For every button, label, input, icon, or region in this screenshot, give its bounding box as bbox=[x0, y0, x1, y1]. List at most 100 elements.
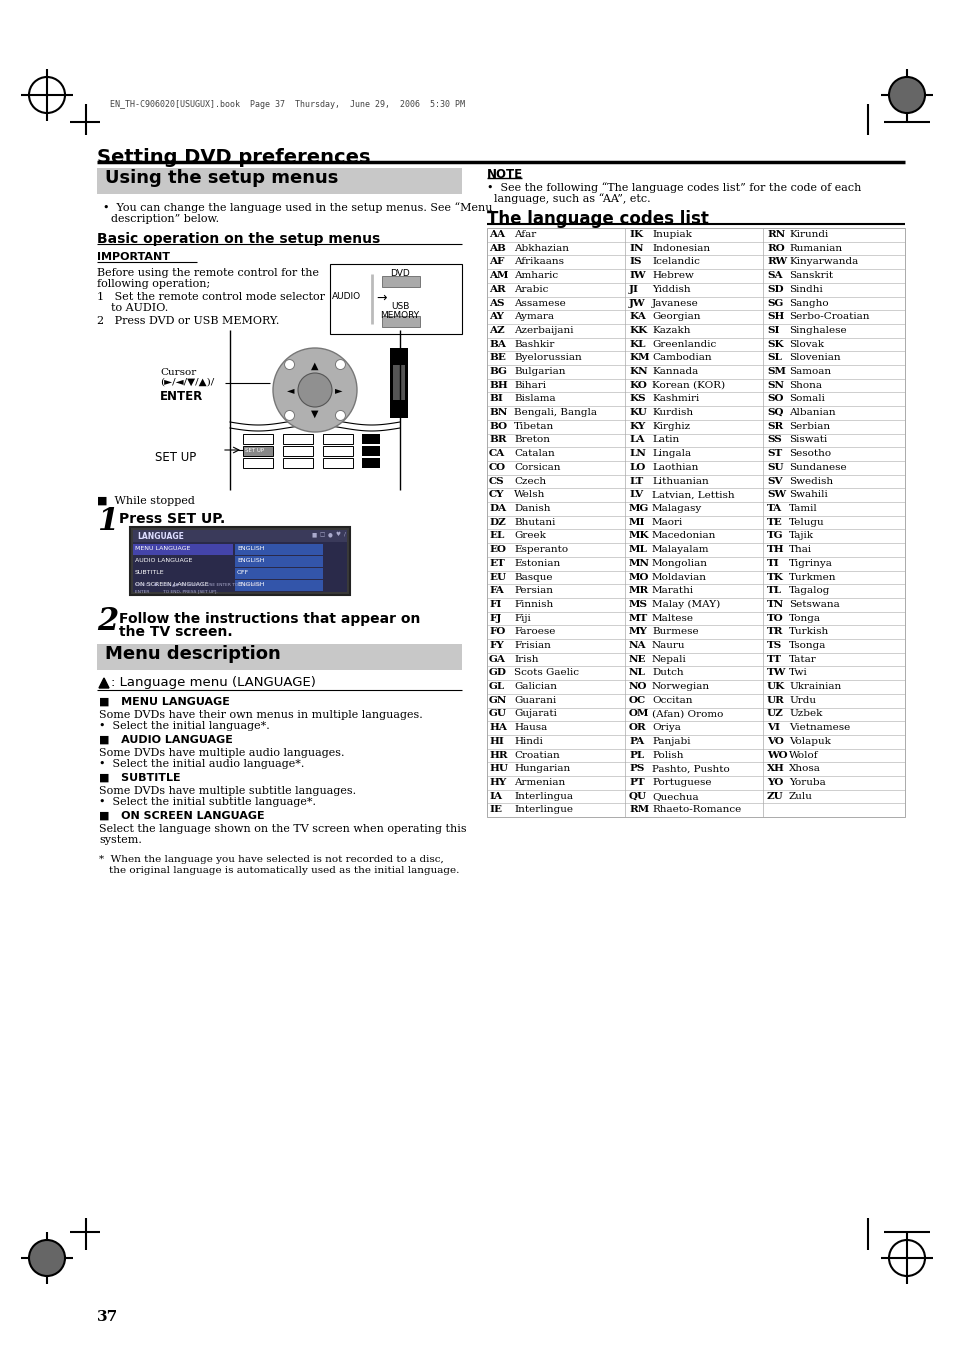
Text: MG: MG bbox=[628, 504, 649, 513]
Text: MR: MR bbox=[628, 586, 649, 596]
Circle shape bbox=[335, 411, 345, 420]
Text: BH: BH bbox=[489, 381, 507, 389]
Text: Tagalog: Tagalog bbox=[788, 586, 829, 596]
Text: ENTER: ENTER bbox=[302, 386, 328, 393]
Text: TL: TL bbox=[766, 586, 781, 596]
Text: Danish: Danish bbox=[514, 504, 550, 513]
Text: HA: HA bbox=[489, 723, 506, 732]
Text: Swahili: Swahili bbox=[788, 490, 827, 500]
Text: FY: FY bbox=[489, 640, 503, 650]
Text: AF: AF bbox=[489, 258, 504, 266]
Bar bbox=[132, 530, 347, 592]
Bar bbox=[97, 168, 461, 195]
Text: Lithuanian: Lithuanian bbox=[651, 477, 708, 485]
Text: Urdu: Urdu bbox=[788, 696, 815, 705]
Bar bbox=[132, 530, 347, 542]
Text: Icelandic: Icelandic bbox=[651, 258, 700, 266]
Text: Sanskrit: Sanskrit bbox=[788, 272, 832, 280]
Text: ►: ► bbox=[335, 385, 342, 394]
Text: PT: PT bbox=[628, 778, 644, 788]
Text: ET: ET bbox=[489, 559, 504, 567]
Text: IN: IN bbox=[628, 243, 643, 253]
Text: Occitan: Occitan bbox=[651, 696, 692, 705]
Text: Indonesian: Indonesian bbox=[651, 243, 709, 253]
Text: GA: GA bbox=[489, 655, 505, 663]
Text: Moldavian: Moldavian bbox=[651, 573, 706, 581]
Bar bbox=[361, 458, 379, 467]
Text: Hausa: Hausa bbox=[514, 723, 547, 732]
Text: Follow the instructions that appear on: Follow the instructions that appear on bbox=[119, 612, 420, 626]
Text: NO: NO bbox=[628, 682, 647, 692]
Text: KU: KU bbox=[628, 408, 646, 417]
Text: SELECT  ●   USE ▲▼ TO SELECT, USE ENTER TO CONFIRM.: SELECT ● USE ▲▼ TO SELECT, USE ENTER TO … bbox=[135, 584, 261, 586]
Text: VI: VI bbox=[766, 723, 780, 732]
Bar bbox=[330, 263, 461, 334]
Text: DVD: DVD bbox=[390, 269, 410, 278]
Text: Hindi: Hindi bbox=[514, 736, 542, 746]
Text: EU: EU bbox=[489, 573, 506, 581]
Bar bbox=[243, 446, 273, 457]
Text: ◄: ◄ bbox=[287, 385, 294, 394]
Text: RN: RN bbox=[766, 230, 784, 239]
Text: Gujarati: Gujarati bbox=[514, 709, 557, 719]
Text: GL: GL bbox=[489, 682, 505, 692]
Text: Some DVDs have multiple audio languages.: Some DVDs have multiple audio languages. bbox=[99, 748, 344, 758]
Text: Bulgarian: Bulgarian bbox=[514, 367, 565, 376]
Text: •  Select the initial subtitle language*.: • Select the initial subtitle language*. bbox=[99, 797, 315, 807]
Text: Setswana: Setswana bbox=[788, 600, 839, 609]
Text: SN: SN bbox=[766, 381, 783, 389]
Text: TH: TH bbox=[766, 544, 783, 554]
Text: Ukrainian: Ukrainian bbox=[788, 682, 841, 692]
Text: ▲: ▲ bbox=[311, 361, 318, 372]
Bar bbox=[97, 644, 461, 670]
Text: ST: ST bbox=[766, 449, 781, 458]
Text: KO: KO bbox=[628, 381, 646, 389]
Text: Mongolian: Mongolian bbox=[651, 559, 707, 567]
Text: TG: TG bbox=[766, 531, 782, 540]
Circle shape bbox=[29, 1240, 65, 1275]
Text: KK: KK bbox=[628, 326, 646, 335]
Text: HU: HU bbox=[489, 765, 507, 773]
Text: Guarani: Guarani bbox=[514, 696, 556, 705]
Text: TI: TI bbox=[766, 559, 779, 567]
Text: system.: system. bbox=[99, 835, 142, 844]
Text: Serbian: Serbian bbox=[788, 422, 829, 431]
Text: Siswati: Siswati bbox=[788, 435, 826, 444]
Text: RW: RW bbox=[766, 258, 786, 266]
Text: Kirundi: Kirundi bbox=[788, 230, 827, 239]
Text: •  See the following “The language codes list” for the code of each: • See the following “The language codes … bbox=[486, 182, 861, 193]
Text: Inupiak: Inupiak bbox=[651, 230, 691, 239]
Text: Volapuk: Volapuk bbox=[788, 736, 830, 746]
Text: USB: USB bbox=[391, 303, 409, 311]
Text: ■   MENU LANGUAGE: ■ MENU LANGUAGE bbox=[99, 697, 230, 707]
Text: SW: SW bbox=[766, 490, 785, 500]
Text: Dutch: Dutch bbox=[651, 669, 683, 677]
Text: 37: 37 bbox=[97, 1310, 118, 1324]
Text: VO: VO bbox=[766, 736, 783, 746]
Text: Samoan: Samoan bbox=[788, 367, 830, 376]
Text: HR: HR bbox=[489, 751, 507, 759]
Text: Azerbaijani: Azerbaijani bbox=[514, 326, 573, 335]
Text: Esperanto: Esperanto bbox=[514, 544, 568, 554]
Text: CO: CO bbox=[489, 463, 506, 471]
Text: Tsonga: Tsonga bbox=[788, 640, 825, 650]
Text: Lingala: Lingala bbox=[651, 449, 690, 458]
Text: JI: JI bbox=[628, 285, 639, 293]
Text: SU: SU bbox=[766, 463, 782, 471]
Text: ML: ML bbox=[628, 544, 647, 554]
Text: ▼: ▼ bbox=[311, 409, 318, 419]
Text: DZ: DZ bbox=[489, 517, 505, 527]
Text: Bihari: Bihari bbox=[514, 381, 545, 389]
Text: IK: IK bbox=[628, 230, 642, 239]
Text: Setting DVD preferences: Setting DVD preferences bbox=[97, 149, 370, 168]
Text: LN: LN bbox=[628, 449, 645, 458]
Text: Tibetan: Tibetan bbox=[514, 422, 554, 431]
Text: Some DVDs have multiple subtitle languages.: Some DVDs have multiple subtitle languag… bbox=[99, 786, 355, 796]
Text: Quechua: Quechua bbox=[651, 792, 698, 801]
Text: ENGLISH: ENGLISH bbox=[236, 558, 264, 563]
Text: Wolof: Wolof bbox=[788, 751, 818, 759]
Text: Swedish: Swedish bbox=[788, 477, 832, 485]
Text: MS: MS bbox=[628, 600, 647, 609]
Text: Uzbek: Uzbek bbox=[788, 709, 821, 719]
Bar bbox=[132, 557, 233, 567]
